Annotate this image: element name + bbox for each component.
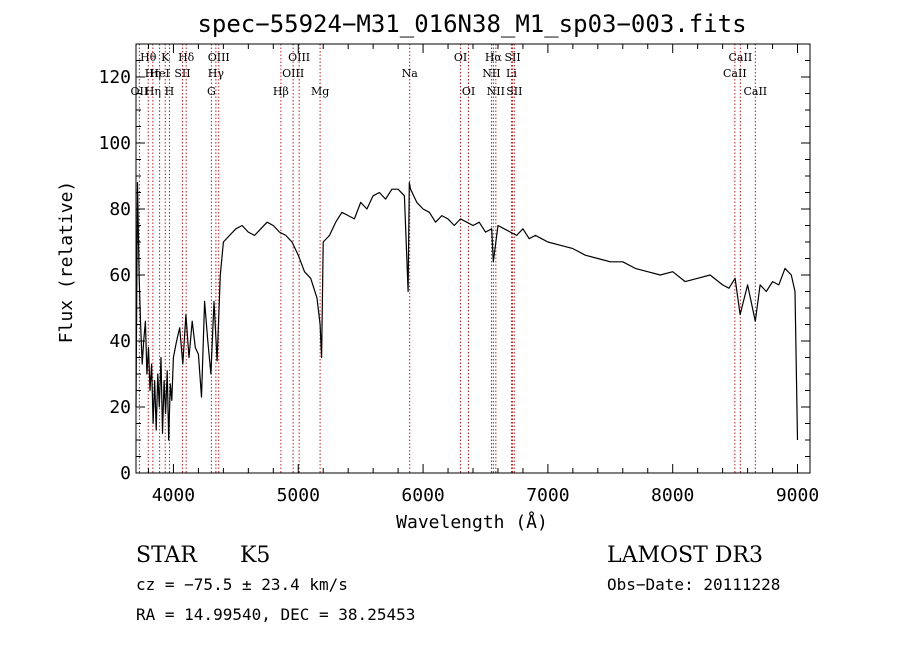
line-marker-label: CaII [723, 67, 747, 80]
y-tick-label: 80 [109, 199, 131, 220]
y-tick-label: 40 [109, 331, 131, 352]
line-marker-label: OIII [208, 51, 230, 64]
line-marker-label: NII [482, 67, 500, 80]
line-marker-label: NII [487, 85, 505, 98]
line-marker-label: Li [506, 67, 517, 80]
x-tick-label: 9000 [776, 485, 819, 506]
line-marker-label: Mg [311, 85, 329, 98]
object-class: STAR [136, 543, 198, 568]
line-marker-label: OII [131, 85, 149, 98]
y-tick-label: 0 [120, 463, 131, 484]
spectrum-line [135, 182, 799, 441]
x-tick-label: 6000 [401, 485, 444, 506]
line-marker-label: H [165, 85, 175, 98]
x-axis-label: Wavelength (Å) [396, 511, 548, 533]
y-tick-label: 120 [98, 67, 131, 88]
line-marker-label: Hα [485, 51, 503, 64]
plot-frame [135, 43, 811, 474]
line-marker-label: OIII [288, 51, 310, 64]
chart-title: spec−55924−M31_016N38_M1_sp03−003.fits [197, 10, 746, 38]
line-marker-label: Hη [145, 67, 161, 80]
x-axis: 4000 5000 6000 7000 8000 9000 [147, 44, 819, 506]
object-subclass: K5 [240, 543, 270, 568]
x-tick-label: 5000 [277, 485, 320, 506]
line-marker-label: SII [506, 85, 522, 98]
redshift-cz: cz = −75.5 ± 23.4 km/s [136, 575, 348, 594]
x-tick-label: 7000 [526, 485, 569, 506]
info-block: STAR K5 LAMOST DR3 cz = −75.5 ± 23.4 km/… [136, 543, 780, 624]
obs-date: Obs−Date: 20111228 [607, 575, 780, 594]
line-marker-label: HeI [149, 67, 169, 80]
line-marker-label: Hθ [140, 51, 157, 64]
y-axis-label: Flux (relative) [56, 181, 77, 344]
survey-name: LAMOST DR3 [607, 543, 763, 568]
line-marker-label: Hβ [273, 85, 289, 98]
line-marker-label: G [207, 85, 216, 98]
line-marker-label: CaII [743, 85, 767, 98]
line-marker-label: CaII [729, 51, 753, 64]
line-marker-label: Na [402, 67, 419, 80]
line-marker-label: OIII [282, 67, 304, 80]
line-marker-label: Hδ [178, 51, 195, 64]
line-marker-lines [138, 44, 756, 473]
ra-dec: RA = 14.99540, DEC = 38.25453 [136, 605, 415, 624]
line-marker-label: OI [454, 51, 467, 64]
x-tick-label: 4000 [152, 485, 195, 506]
x-tick-label: 8000 [651, 485, 694, 506]
y-tick-label: 100 [98, 133, 131, 154]
line-marker-label: K [161, 51, 170, 64]
line-marker-label: SII [504, 51, 520, 64]
line-marker-label: OI [462, 85, 475, 98]
y-axis: 0 20 40 60 80 100 120 [98, 60, 810, 484]
y-tick-label: 20 [109, 397, 131, 418]
line-marker-label: SII [174, 67, 190, 80]
line-marker-label: Hγ [208, 67, 225, 80]
y-tick-label: 60 [109, 265, 131, 286]
line-marker-label: Hη [145, 85, 161, 98]
